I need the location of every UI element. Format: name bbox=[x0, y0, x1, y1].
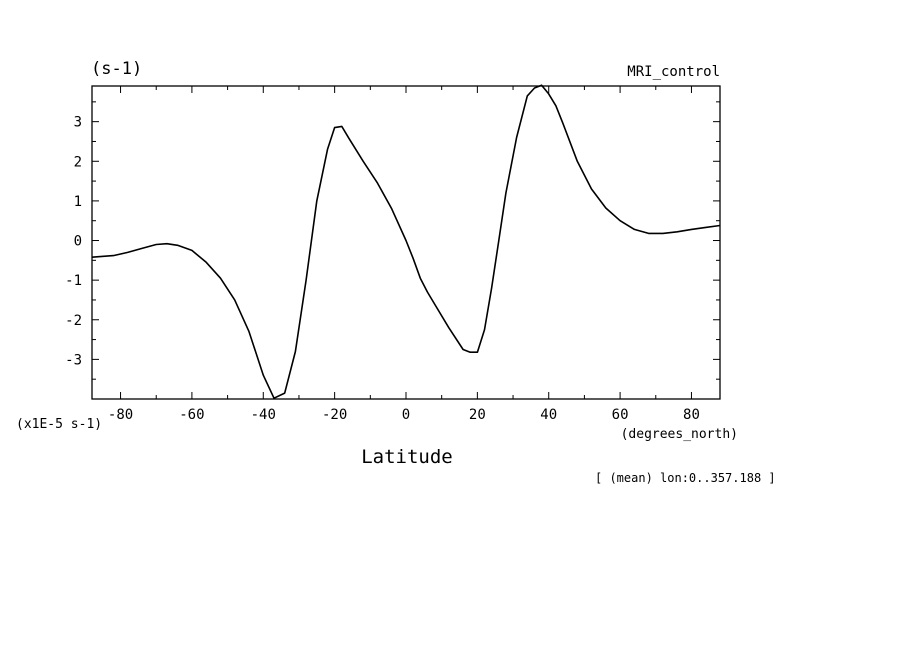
x-tick-label: 0 bbox=[402, 407, 410, 423]
x-tick-label: 80 bbox=[683, 407, 700, 423]
x-tick-label: -20 bbox=[322, 407, 347, 423]
x-tick-label: -80 bbox=[108, 407, 133, 423]
x-tick-label: 20 bbox=[469, 407, 486, 423]
x-units-label: (degrees_north) bbox=[621, 427, 738, 442]
x-tick-label: 40 bbox=[540, 407, 557, 423]
x-axis-ticks: -80 -60 -40 -20 0 20 40 60 80 bbox=[108, 86, 700, 423]
series-line bbox=[91, 84, 721, 400]
x-tick-label: -60 bbox=[179, 407, 204, 423]
x-tick-label: 60 bbox=[612, 407, 629, 423]
y-tick-label: -1 bbox=[65, 273, 82, 289]
chart-title: MRI_control bbox=[627, 64, 720, 80]
series-layer bbox=[91, 84, 721, 400]
y-tick-label: -2 bbox=[65, 313, 82, 329]
y-tick-label: 3 bbox=[74, 115, 82, 131]
footnote: [ (mean) lon:0..357.188 ] bbox=[595, 471, 776, 485]
y-tick-label: 2 bbox=[74, 154, 82, 170]
scale-label: (x1E-5 s-1) bbox=[16, 417, 102, 432]
y-axis-ticks: -3 -2 -1 0 1 2 3 bbox=[65, 101, 720, 380]
y-tick-label: 1 bbox=[74, 194, 82, 210]
y-tick-label: 0 bbox=[74, 234, 82, 250]
x-tick-label: -40 bbox=[251, 407, 276, 423]
y-tick-label: -3 bbox=[65, 352, 82, 368]
units-label: (s-1) bbox=[91, 59, 142, 79]
x-axis-title: Latitude bbox=[361, 446, 453, 468]
